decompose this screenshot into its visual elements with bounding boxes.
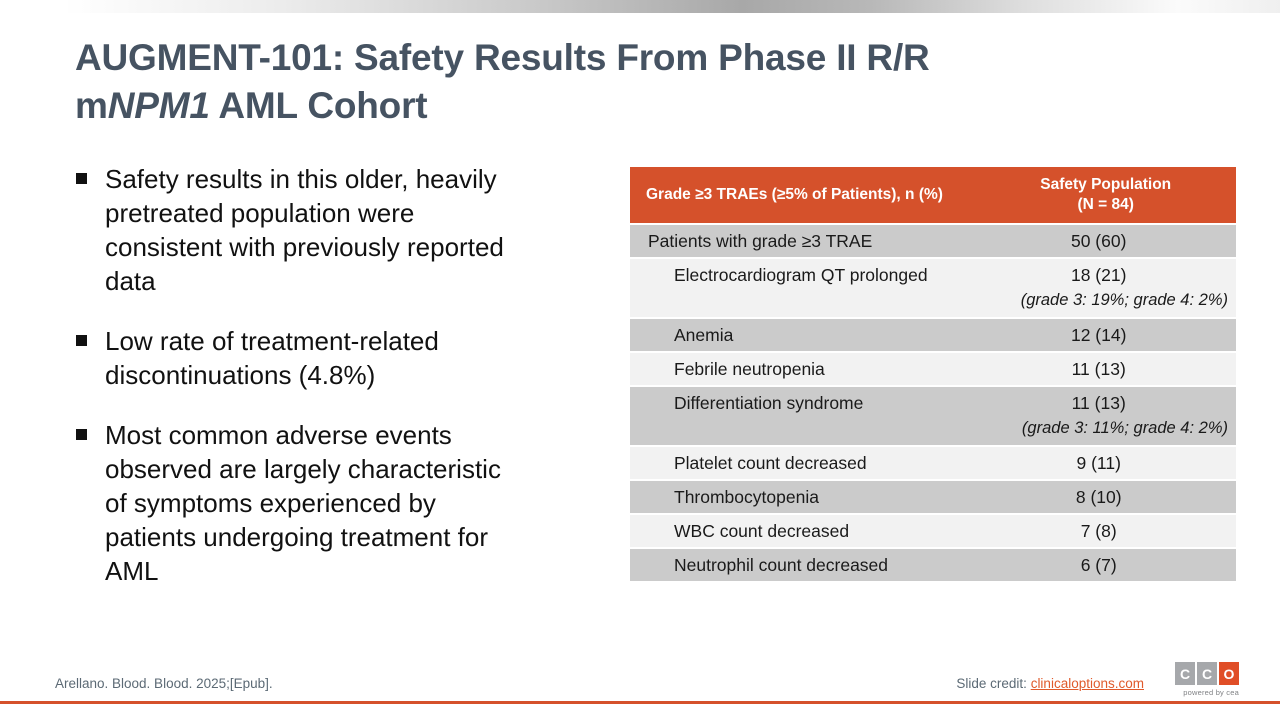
- cco-logo-squares: C C O: [1155, 662, 1239, 685]
- table-header-population-line1: Safety Population: [1040, 176, 1172, 193]
- list-item: Most common adverse events observed are …: [76, 418, 556, 588]
- title-gene-italic: NPM1: [107, 85, 210, 126]
- table-header-population: Safety Population (N = 84): [975, 167, 1236, 223]
- row-value: 12 (14): [1070, 325, 1127, 345]
- row-grade-note: (grade 3: 11%; grade 4: 2%): [1021, 419, 1228, 437]
- table-header-population-line2: (N = 84): [1077, 196, 1134, 213]
- row-label: Anemia: [674, 325, 734, 345]
- table-row: Differentiation syndrome 11 (13) (grade …: [630, 387, 1236, 445]
- table-row: Platelet count decreased 9 (11): [630, 447, 1236, 479]
- page-title: AUGMENT-101: Safety Results From Phase I…: [75, 34, 1205, 130]
- table-row: Anemia 12 (14): [630, 319, 1236, 351]
- row-label: Patients with grade ≥3 TRAE: [648, 231, 873, 251]
- clinicaloptions-link[interactable]: clinicaloptions.com: [1030, 676, 1144, 691]
- table-header-row: Grade ≥3 TRAEs (≥5% of Patients), n (%) …: [630, 167, 1236, 223]
- list-item: Safety results in this older, heavily pr…: [76, 162, 556, 298]
- row-label: Electrocardiogram QT prolonged: [674, 265, 928, 285]
- cco-logo-letter-c2: C: [1197, 662, 1217, 685]
- row-label: Platelet count decreased: [674, 453, 867, 473]
- row-label: Febrile neutropenia: [674, 359, 825, 379]
- slide-credit: Slide credit: clinicaloptions.com: [956, 676, 1144, 691]
- bullet-text: Most common adverse events observed are …: [105, 420, 501, 586]
- table-row: Neutrophil count decreased 6 (7): [630, 549, 1236, 581]
- cco-logo-letter-o: O: [1219, 662, 1239, 685]
- reference-citation: Arellano. Blood. Blood. 2025;[Epub].: [55, 676, 273, 691]
- list-item: Low rate of treatment-related discontinu…: [76, 324, 556, 392]
- safety-table: Grade ≥3 TRAEs (≥5% of Patients), n (%) …: [630, 167, 1236, 583]
- cco-logo-letter-c1: C: [1175, 662, 1195, 685]
- title-line2-prefix: m: [75, 85, 108, 126]
- title-line2-suffix: AML Cohort: [209, 85, 428, 126]
- row-value: 11 (13): [1071, 359, 1126, 379]
- slide-credit-label: Slide credit:: [956, 676, 1031, 691]
- bullet-square-icon: [76, 429, 87, 440]
- row-value: 7 (8): [1080, 521, 1117, 541]
- top-gradient-bar: [0, 0, 1280, 13]
- bullet-square-icon: [76, 335, 87, 346]
- row-value: 6 (7): [1080, 555, 1117, 575]
- row-value: 9 (11): [1076, 453, 1121, 473]
- row-label: Thrombocytopenia: [674, 487, 819, 507]
- bullet-square-icon: [76, 173, 87, 184]
- table-row: Febrile neutropenia 11 (13): [630, 353, 1236, 385]
- bullet-text: Safety results in this older, heavily pr…: [105, 164, 504, 296]
- cco-logo: C C O powered by cea: [1155, 662, 1239, 697]
- row-label: WBC count decreased: [674, 521, 850, 541]
- bullet-list: Safety results in this older, heavily pr…: [76, 162, 556, 614]
- bullet-text: Low rate of treatment-related discontinu…: [105, 326, 439, 390]
- row-grade-note: (grade 3: 19%; grade 4: 2%): [1020, 291, 1228, 309]
- row-value: 50 (60): [1070, 231, 1127, 251]
- bottom-accent-line: [0, 701, 1280, 704]
- cco-powered-by-text: powered by cea: [1183, 688, 1239, 697]
- table-row: Electrocardiogram QT prolonged 18 (21) (…: [630, 259, 1236, 317]
- row-label: Differentiation syndrome: [674, 393, 864, 413]
- table-row: Patients with grade ≥3 TRAE 50 (60): [630, 225, 1236, 257]
- table-row: WBC count decreased 7 (8): [630, 515, 1236, 547]
- row-label: Neutrophil count decreased: [674, 555, 889, 575]
- row-value: 11 (13): [1071, 393, 1126, 413]
- title-line1: AUGMENT-101: Safety Results From Phase I…: [75, 37, 930, 78]
- row-value: 8 (10): [1075, 487, 1122, 507]
- row-value: 18 (21): [1070, 265, 1127, 285]
- table-row: Thrombocytopenia 8 (10): [630, 481, 1236, 513]
- table-header-traes: Grade ≥3 TRAEs (≥5% of Patients), n (%): [646, 186, 943, 203]
